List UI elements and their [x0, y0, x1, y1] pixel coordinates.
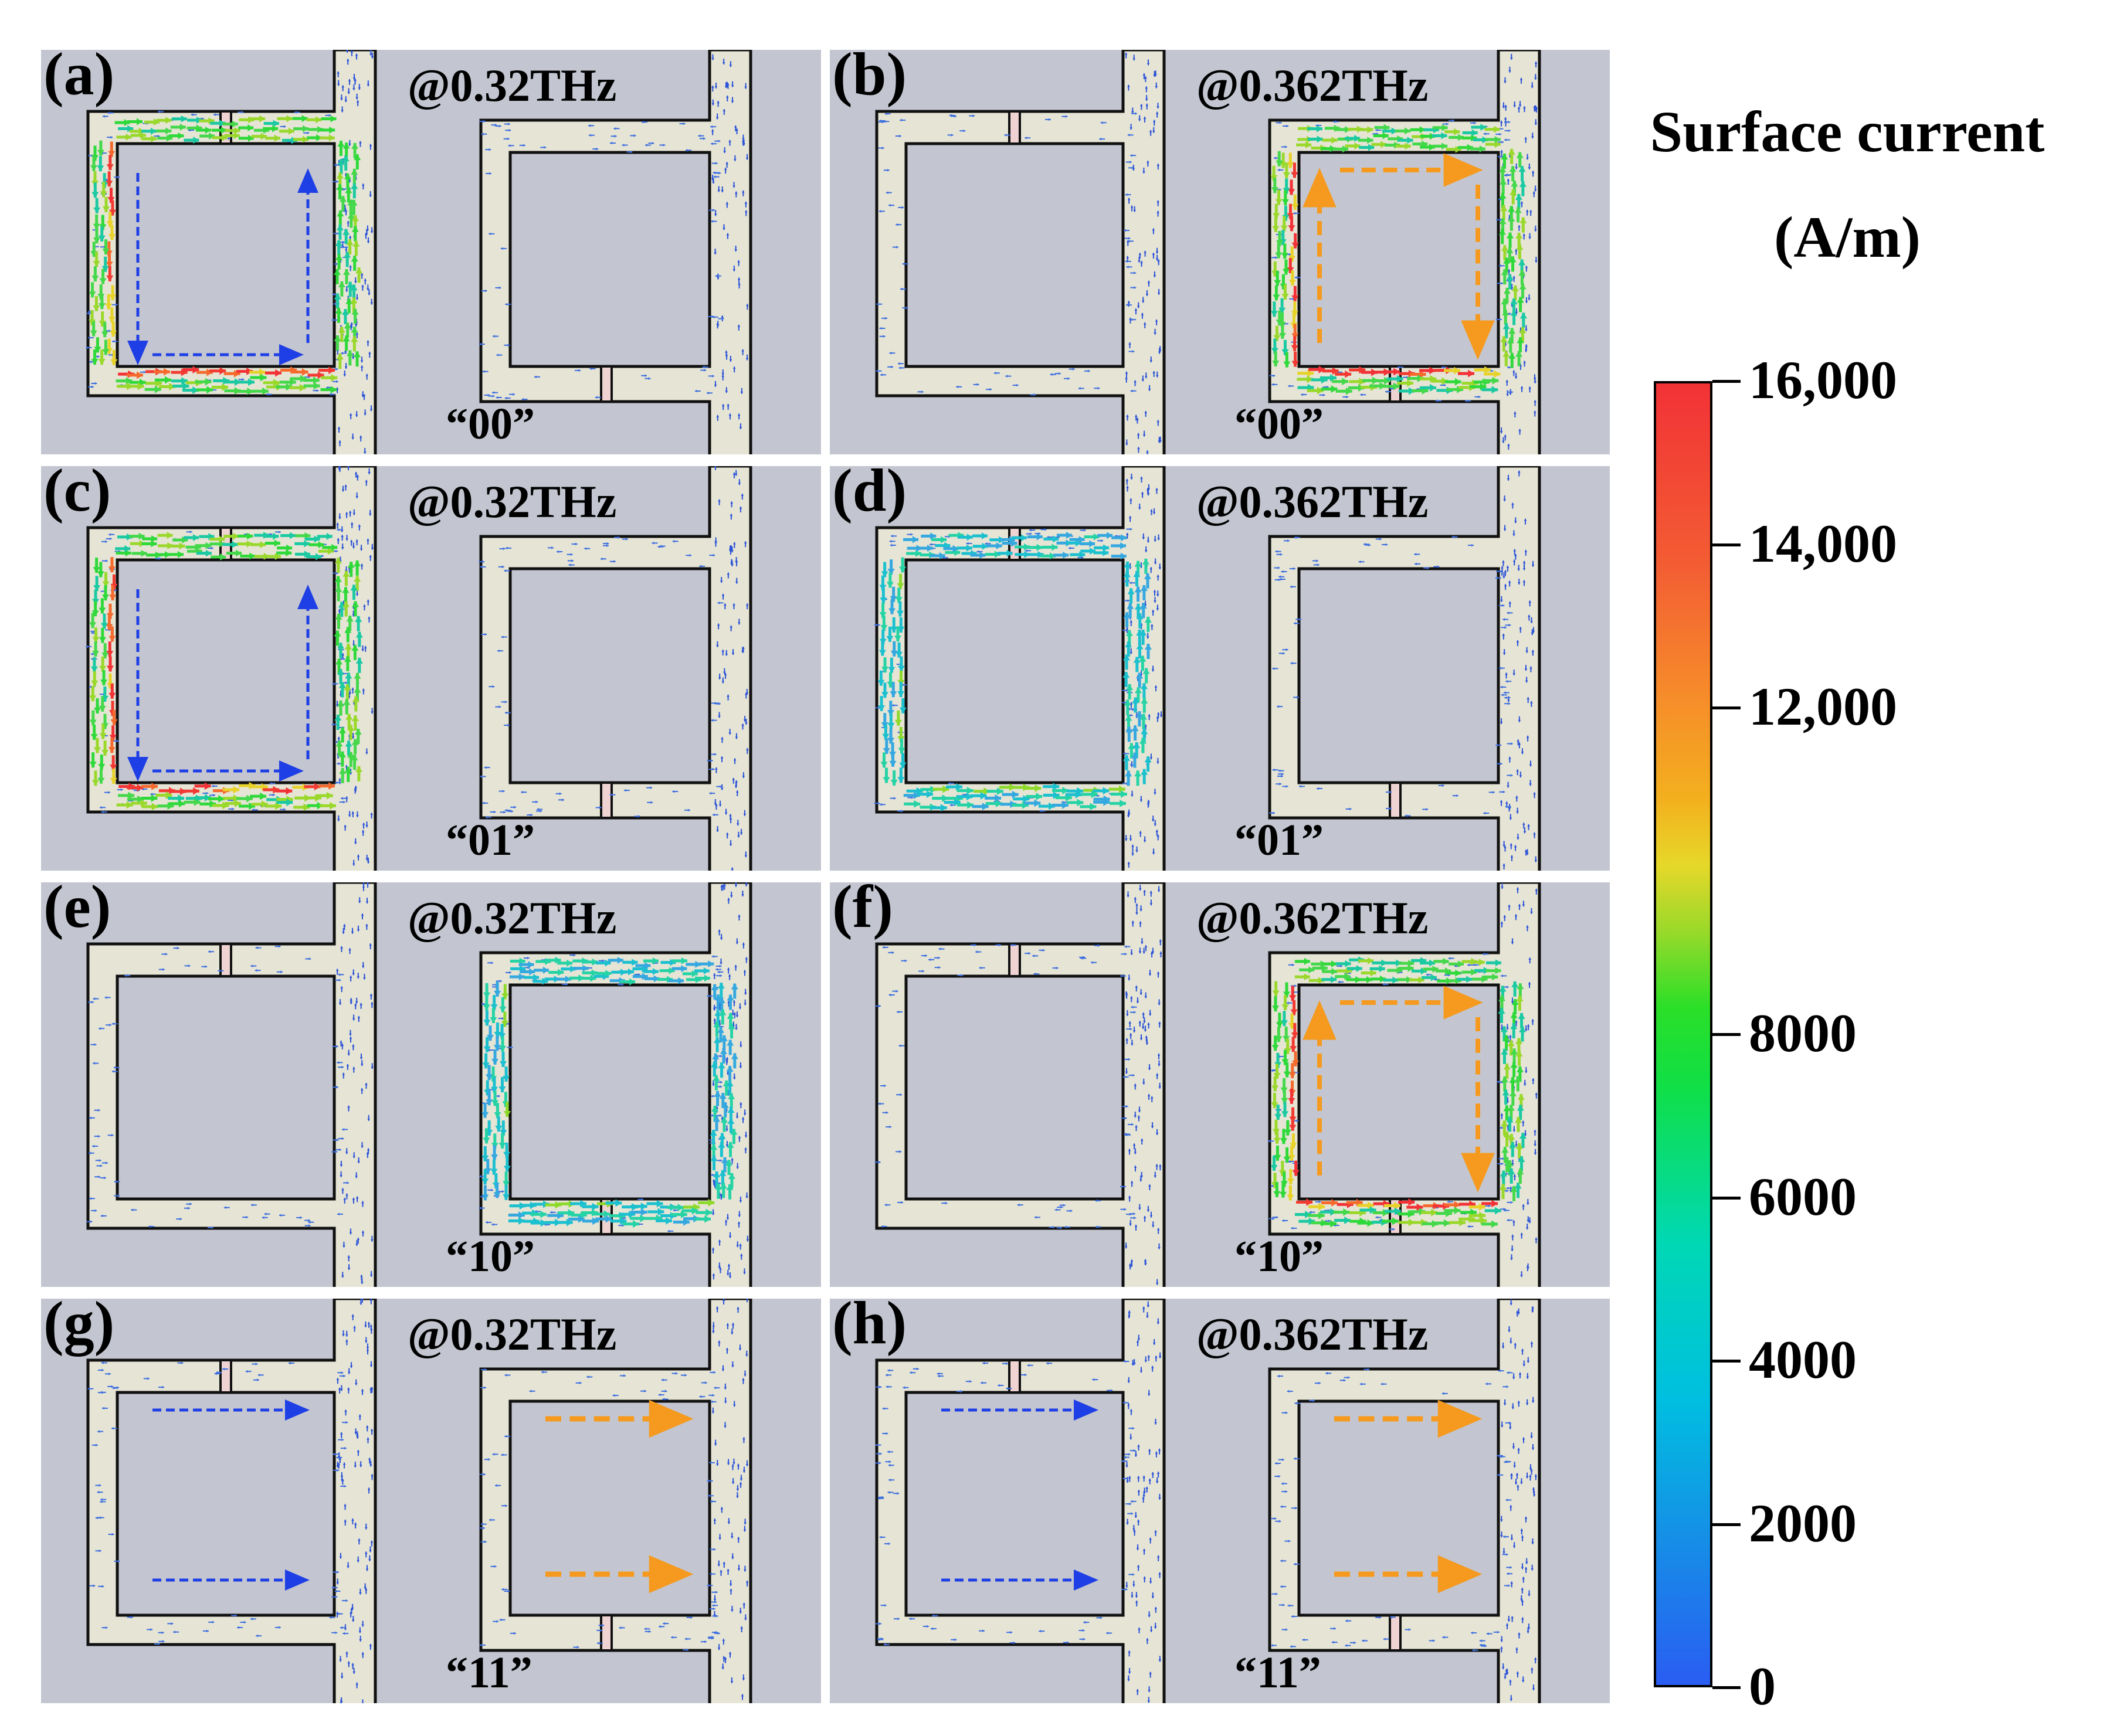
coding-state-label: “00”	[446, 399, 535, 449]
colorbar-tick-label: 12,000	[1749, 677, 1897, 736]
colorbar-tick	[1712, 1360, 1741, 1363]
left-split-ring	[86, 466, 377, 871]
right-split-ring	[479, 1299, 752, 1703]
left-split-ring	[875, 1299, 1166, 1703]
panel-label: (h)	[832, 1299, 907, 1357]
right-split-ring	[1268, 466, 1541, 871]
colorbar-title: Surface current	[1650, 99, 2045, 164]
frequency-label: @0.362THz	[1196, 892, 1429, 943]
colorbar-unit: (A/m)	[1774, 205, 1921, 270]
colorbar	[1654, 381, 1712, 1687]
simulation-panel-g: (g) @0.32THz “11”	[41, 1299, 821, 1703]
metasurface-unit-cell	[86, 466, 752, 871]
colorbar-tick	[1712, 1686, 1741, 1689]
colorbar-tick-label: 6000	[1749, 1166, 1857, 1227]
metasurface-unit-cell	[874, 466, 1541, 871]
left-split-ring	[875, 50, 1166, 454]
coding-state-label: “11”	[1234, 1648, 1321, 1697]
panel-label: (d)	[832, 466, 907, 524]
coding-state-label: “10”	[1234, 1232, 1324, 1281]
current-direction-arrows	[941, 1399, 1483, 1594]
coding-state-label: “11”	[446, 1648, 532, 1697]
colorbar-tick-label: 16,000	[1749, 350, 1897, 410]
surface-current-vectors	[86, 466, 749, 871]
left-split-ring	[875, 466, 1166, 871]
right-split-ring	[1268, 882, 1541, 1287]
right-split-ring	[479, 882, 752, 1287]
panel-label: (c)	[43, 466, 111, 524]
panel-label: (g)	[43, 1299, 115, 1357]
left-split-ring	[86, 50, 377, 454]
simulation-panel-h: (h) @0.362THz “11”	[830, 1299, 1610, 1703]
simulation-panel-a: (a) @0.32THz “00”	[41, 50, 821, 454]
simulation-panel-c: (c) @0.32THz “01”	[41, 466, 821, 871]
metasurface-unit-cell	[86, 1299, 752, 1703]
current-direction-arrows	[127, 168, 318, 365]
colorbar-tick	[1712, 1033, 1741, 1036]
right-split-ring	[1268, 50, 1541, 454]
frequency-label: @0.362THz	[1196, 60, 1429, 111]
frequency-label: @0.362THz	[1196, 476, 1429, 527]
surface-current-vectors	[874, 470, 1538, 870]
frequency-label: @0.32THz	[408, 1309, 617, 1360]
surface-current-vectors	[87, 1299, 749, 1703]
colorbar-tick-label: 2000	[1749, 1493, 1857, 1553]
left-split-ring	[86, 1299, 377, 1703]
metasurface-unit-cell	[875, 50, 1541, 454]
current-direction-arrows	[127, 585, 318, 782]
current-direction-arrows	[152, 1399, 694, 1594]
current-direction-arrows	[1302, 986, 1495, 1193]
metasurface-unit-cell	[875, 1299, 1541, 1703]
simulation-panel-f: (f) @0.362THz “10”	[830, 882, 1610, 1287]
current-direction-arrows	[1302, 153, 1495, 360]
coding-state-label: “10”	[446, 1232, 535, 1281]
colorbar-tick	[1712, 706, 1741, 709]
simulation-panel-b: (b) @0.362THz “00”	[830, 50, 1610, 454]
panel-label: (e)	[43, 882, 111, 940]
right-split-ring	[479, 50, 752, 454]
surface-current-vectors	[874, 883, 1538, 1285]
coding-state-label: “00”	[1234, 399, 1324, 449]
colorbar-tick-label: 14,000	[1749, 513, 1897, 573]
colorbar-tick	[1712, 543, 1741, 546]
right-split-ring	[479, 466, 752, 871]
panel-label: (f)	[832, 882, 893, 940]
colorbar-tick	[1712, 1523, 1741, 1526]
colorbar-tick-label: 4000	[1749, 1330, 1857, 1390]
left-split-ring	[875, 882, 1166, 1287]
coding-state-label: “01”	[1234, 816, 1324, 865]
frequency-label: @0.32THz	[408, 892, 617, 943]
coding-state-label: “01”	[446, 816, 535, 865]
surface-current-vectors	[86, 50, 749, 454]
surface-current-vectors	[876, 52, 1538, 454]
simulation-panel-d: (d) @0.362THz “01”	[830, 466, 1610, 871]
surface-current-vectors	[86, 882, 749, 1284]
colorbar-tick-label: 8000	[1749, 1003, 1857, 1063]
simulation-panel-e: (e) @0.32THz “10”	[41, 882, 821, 1287]
left-split-ring	[86, 882, 377, 1287]
frequency-label: @0.362THz	[1196, 1309, 1429, 1360]
metasurface-unit-cell	[874, 882, 1541, 1287]
colorbar-tick-label: 0	[1749, 1656, 1776, 1716]
frequency-label: @0.32THz	[408, 60, 617, 111]
metasurface-unit-cell	[86, 882, 752, 1287]
surface-current-vectors	[875, 1299, 1538, 1703]
colorbar-tick	[1712, 1196, 1741, 1200]
metasurface-unit-cell	[86, 50, 752, 454]
panel-label: (b)	[832, 50, 907, 108]
panel-label: (a)	[43, 50, 115, 108]
frequency-label: @0.32THz	[408, 476, 617, 527]
colorbar-tick	[1712, 380, 1741, 383]
